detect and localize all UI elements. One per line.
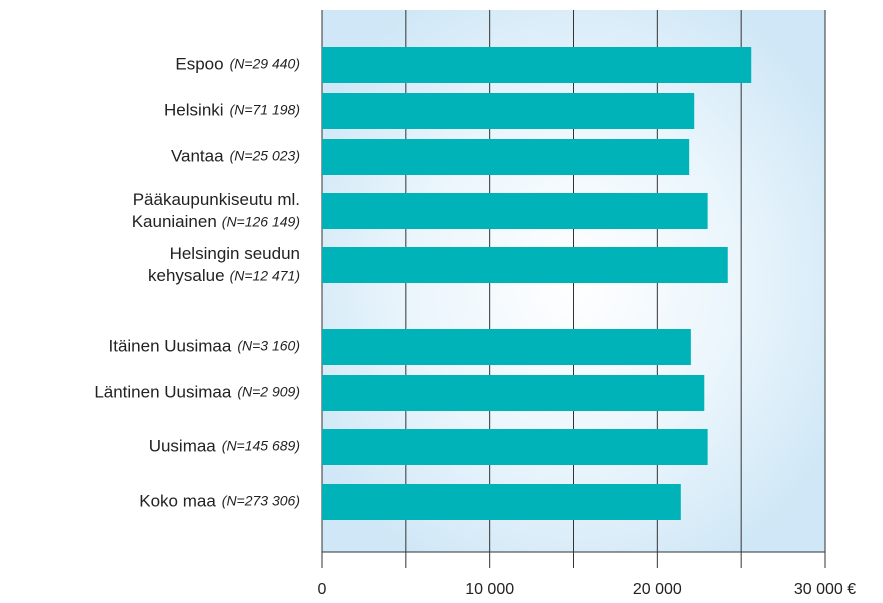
category-label: Pääkaupunkiseutu ml. Kauniainen [132, 190, 300, 231]
category-note: (N=126 149) [222, 214, 300, 230]
category-line: kehysalue [148, 266, 225, 285]
category-label: Vantaa [171, 146, 224, 165]
bar [322, 139, 690, 175]
bar [322, 247, 728, 283]
category-line: Kauniainen [132, 212, 217, 231]
category-note: (N=145 689) [222, 438, 300, 454]
bar [322, 329, 691, 365]
category-line: Helsingin seudun [170, 244, 300, 263]
category-label: Espoo [175, 54, 223, 73]
category-note: (N=273 306) [222, 493, 300, 509]
bar [322, 484, 681, 520]
category-note: (N=71 198) [230, 102, 300, 118]
x-tick-label: 0 [318, 581, 327, 598]
category-label: Helsingin seudun kehysalue [148, 244, 300, 285]
x-tick-label: 20 000 [633, 581, 682, 598]
category-note: (N=25 023) [230, 148, 300, 164]
bar [322, 429, 708, 465]
x-tick-label: 10 000 [465, 581, 514, 598]
bar [322, 375, 705, 411]
category-note: (N=2 909) [237, 384, 300, 400]
category-label: Uusimaa [149, 436, 217, 455]
category-label: Itäinen Uusimaa [109, 336, 232, 355]
category-note: (N=12 471) [230, 268, 300, 284]
category-note: (N=29 440) [230, 56, 300, 72]
category-label: Koko maa [139, 491, 216, 510]
category-line: Pääkaupunkiseutu ml. [133, 190, 300, 209]
x-tick-label: 30 000 € [794, 581, 856, 598]
bar [322, 93, 695, 129]
bar [322, 193, 708, 229]
category-note: (N=3 160) [237, 338, 300, 354]
category-label: Helsinki [164, 100, 224, 119]
bar [322, 47, 752, 83]
category-label: Läntinen Uusimaa [94, 382, 232, 401]
